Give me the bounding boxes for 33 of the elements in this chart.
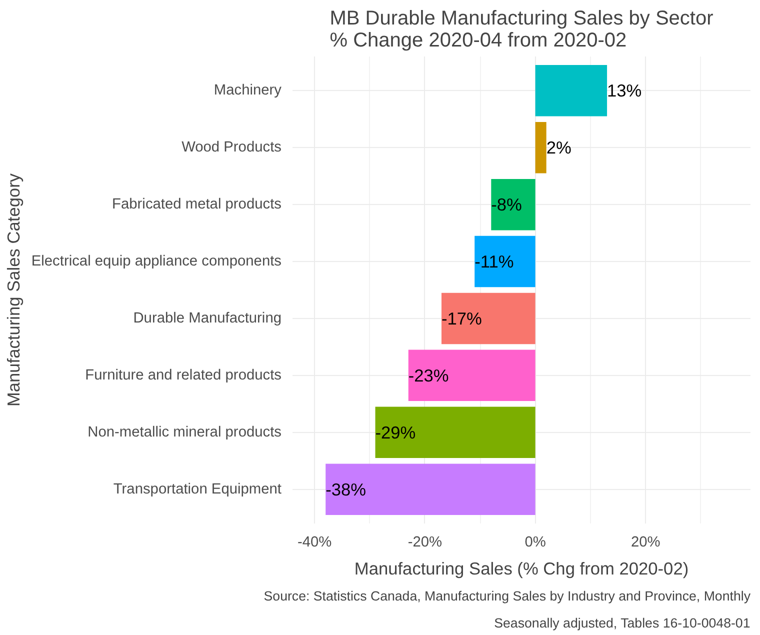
data-label: -11% xyxy=(474,252,514,272)
chart-title: MB Durable Manufacturing Sales by Sector % Change 2020-04 from 2020-02 xyxy=(330,8,714,52)
y-tick-label: Furniture and related products xyxy=(85,367,282,384)
source-note: Source: Statistics Canada, Manufacturing Sales by Industry and Province, Monthly xyxy=(264,588,751,604)
text: Seasonally adjusted, Tables 16-10-0048-01 xyxy=(494,616,750,630)
y-tick-label: Non-metallic mineral products xyxy=(88,424,282,440)
x-tick-label: -40% xyxy=(297,534,332,550)
y-tick-label: Durable Manufacturing xyxy=(133,310,282,326)
data-label: -29% xyxy=(375,422,416,442)
bar xyxy=(491,178,536,230)
bar xyxy=(375,406,536,458)
bar xyxy=(535,122,546,174)
x-tick-label: 0% xyxy=(524,534,546,550)
y-tick-label: Transportation Equipment xyxy=(113,481,282,498)
y-tick-label: Fabricated metal products xyxy=(112,196,282,213)
bar xyxy=(474,236,536,288)
bar xyxy=(535,65,608,116)
x-axis-title: Manufacturing Sales (% Chg from 2020-02) xyxy=(354,558,689,578)
data-label: -17% xyxy=(441,308,482,328)
y-tick-label: Electrical equip appliance components xyxy=(31,254,282,270)
y-axis-title: Manufacturing Sales Category xyxy=(3,173,24,407)
y-tick-label: Machinery xyxy=(214,82,282,99)
data-label: -8% xyxy=(491,194,522,215)
data-label: -38% xyxy=(326,479,366,500)
x-tick-label: 20% xyxy=(630,534,660,550)
bar xyxy=(326,464,536,515)
data-label: -23% xyxy=(408,365,449,386)
y-tick-label: Wood Products xyxy=(182,140,282,156)
bar xyxy=(441,292,536,344)
x-tick-label: -20% xyxy=(408,534,442,550)
data-label: 2% xyxy=(546,138,572,158)
bar xyxy=(408,350,536,402)
data-label: 13% xyxy=(607,80,642,101)
